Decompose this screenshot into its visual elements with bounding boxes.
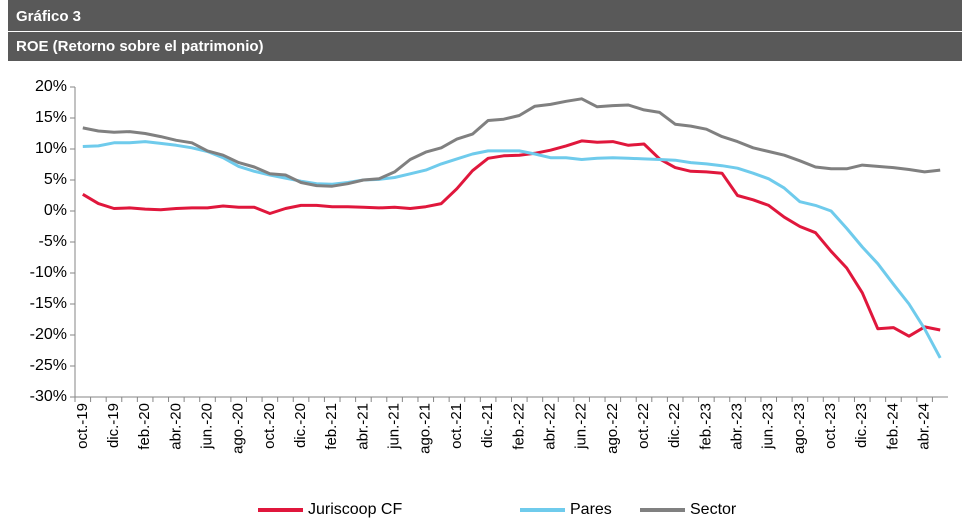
x-tick-label: dic.-23: [853, 403, 870, 448]
y-tick-label: 15%: [35, 109, 67, 126]
chart-label: Gráfico 3: [16, 8, 81, 25]
x-tick-label: abr.-21: [354, 403, 371, 450]
x-tick-label: ago.-20: [230, 403, 247, 454]
x-tick-label: jun.-20: [198, 403, 215, 450]
x-tick-label: dic.-21: [479, 403, 496, 448]
legend-label: Juriscoop CF: [308, 501, 402, 518]
x-tick-label: ago.-22: [604, 403, 621, 454]
y-tick-label: -25%: [30, 357, 67, 374]
x-tick-label: abr.-23: [729, 403, 746, 450]
x-tick-label: feb.-20: [136, 403, 153, 450]
series-line: [82, 140, 942, 359]
x-tick-label: oct.-19: [74, 403, 91, 449]
x-tick-label: jun.-23: [760, 403, 777, 450]
y-tick-label: -30%: [30, 388, 67, 405]
series-line: [82, 97, 941, 188]
x-tick-label: dic.-22: [666, 403, 683, 448]
y-tick-label: -20%: [30, 326, 67, 343]
x-tick-label: feb.-24: [884, 403, 901, 450]
y-tick-label: -5%: [39, 233, 67, 250]
y-tick-label: -10%: [30, 264, 67, 281]
x-tick-label: oct.-22: [635, 403, 652, 449]
x-tick-label: abr.-20: [167, 403, 184, 450]
legend-label: Pares: [570, 501, 612, 518]
x-tick-label: ago.-21: [417, 403, 434, 454]
x-tick-label: feb.-23: [697, 403, 714, 450]
x-tick-label: oct.-21: [448, 403, 465, 449]
x-tick-label: oct.-23: [822, 403, 839, 449]
x-tick-label: feb.-22: [510, 403, 527, 450]
series-line: [82, 139, 941, 338]
x-tick-label: dic.-20: [292, 403, 309, 448]
chart-title: ROE (Retorno sobre el patrimonio): [16, 38, 264, 55]
header-band: [8, 0, 962, 31]
x-tick-label: ago.-23: [791, 403, 808, 454]
x-tick-label: dic.-19: [105, 403, 122, 448]
header-band: [8, 32, 962, 61]
y-tick-label: -15%: [30, 295, 67, 312]
y-tick-label: 10%: [35, 140, 67, 157]
x-tick-label: abr.-24: [916, 403, 933, 450]
x-tick-label: abr.-22: [541, 403, 558, 450]
legend-label: Sector: [690, 501, 737, 518]
x-tick-label: feb.-21: [323, 403, 340, 450]
y-tick-label: 0%: [44, 202, 67, 219]
x-tick-label: oct.-20: [261, 403, 278, 449]
y-tick-label: 20%: [35, 78, 67, 95]
x-tick-label: jun.-22: [573, 403, 590, 450]
y-tick-label: 5%: [44, 171, 67, 188]
x-tick-label: jun.-21: [386, 403, 403, 450]
